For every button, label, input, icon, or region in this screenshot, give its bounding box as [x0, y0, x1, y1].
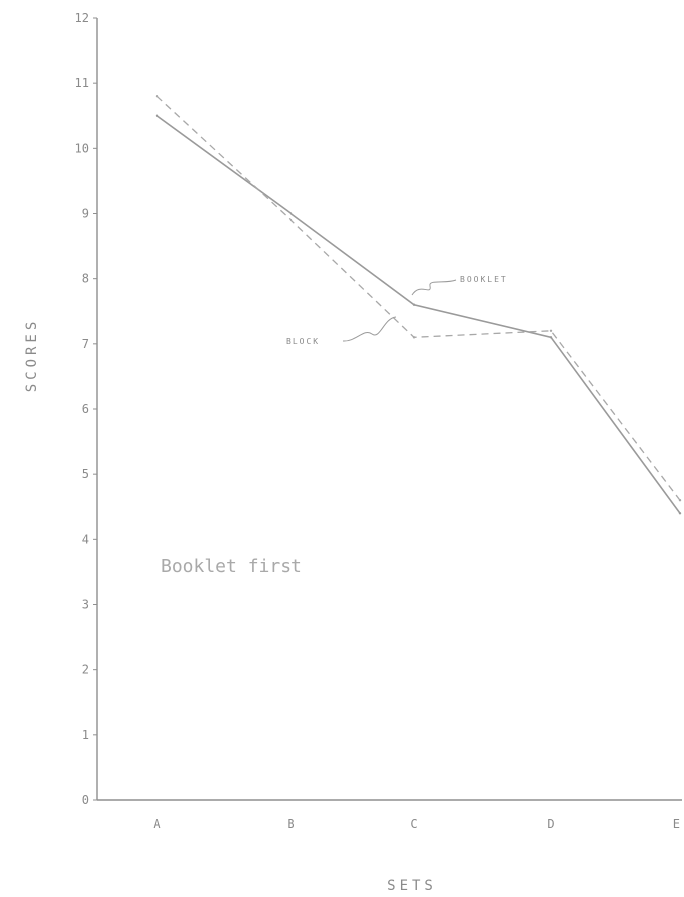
x-tick-label: A [153, 817, 161, 831]
series-lines [155, 95, 682, 515]
y-tick-label: 11 [75, 76, 89, 90]
series-point-block [289, 218, 293, 222]
y-tick-label: 9 [82, 207, 89, 221]
y-tick-label: 3 [82, 598, 89, 612]
series-point-block [155, 95, 159, 98]
series-line-block [156, 95, 681, 501]
series-point-block [549, 329, 553, 332]
x-tick-label: E [673, 817, 680, 831]
booklet-annotation-squiggle [411, 279, 457, 296]
x-ticks: A B C D E [153, 817, 680, 831]
annotations: BOOKLET BLOCK Booklet first [161, 275, 508, 577]
series-point-booklet [549, 336, 553, 339]
x-axis-title: SETS [387, 878, 437, 894]
y-tick-label: 10 [75, 141, 89, 155]
series-point-booklet [155, 114, 159, 117]
y-tick-label: 2 [82, 663, 89, 677]
y-tick-label: 0 [82, 793, 89, 807]
block-annotation-label: BLOCK [286, 337, 320, 346]
series-point-booklet [678, 512, 682, 515]
y-tick-label: 5 [82, 467, 89, 481]
y-tick-label: 1 [82, 728, 89, 742]
x-tick-label: D [547, 817, 554, 831]
block-annotation-squiggle [342, 316, 397, 342]
series-point-booklet [412, 303, 416, 306]
y-tick-label: 4 [82, 532, 89, 546]
y-tick-label: 7 [82, 337, 89, 351]
y-tick-label: 12 [75, 11, 89, 25]
series-point-booklet [289, 212, 293, 215]
series-line-booklet [156, 115, 681, 514]
x-tick-label: B [287, 817, 294, 831]
y-tick-label: 6 [82, 402, 89, 416]
y-tick-label: 8 [82, 272, 89, 286]
booklet-first-note: Booklet first [161, 556, 302, 577]
series-point-block [412, 336, 416, 339]
series-point-block [678, 499, 682, 502]
y-axis-title: SCORES [24, 318, 40, 393]
x-tick-label: C [410, 817, 417, 831]
booklet-annotation-label: BOOKLET [460, 275, 508, 284]
